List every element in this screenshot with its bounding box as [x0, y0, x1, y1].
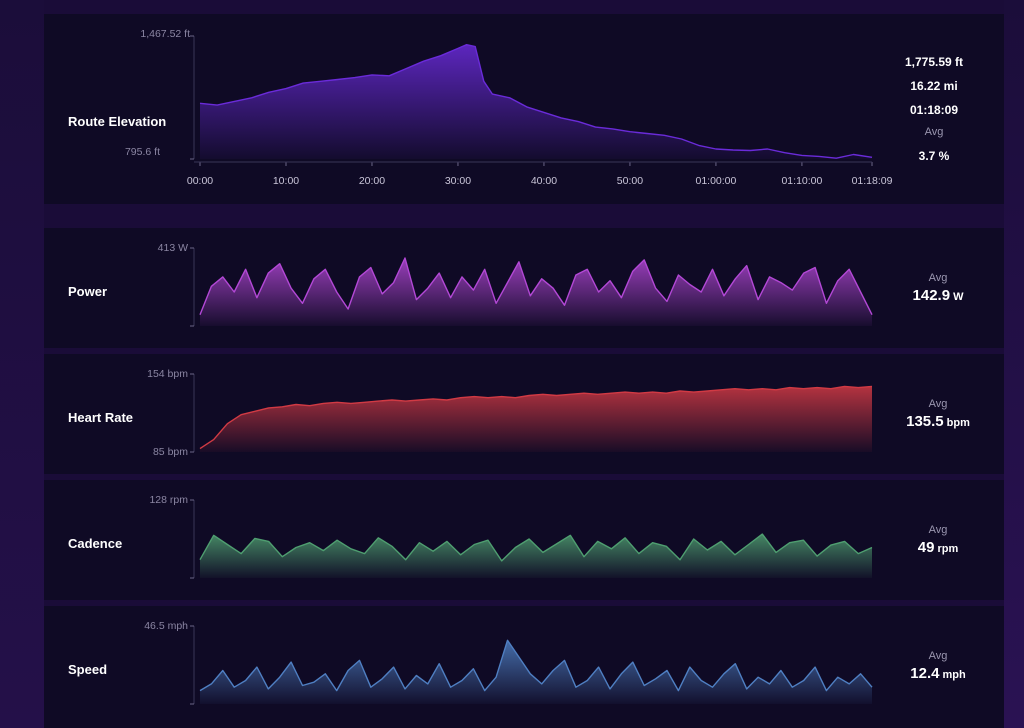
power-avg-label: Avg — [928, 272, 948, 284]
heart-rate-card: Heart Rate 154 bpm 85 bpm Avg 135.5 bpm — [44, 354, 1004, 474]
page-background-right — [1004, 0, 1024, 728]
speed-label: Speed — [68, 662, 108, 677]
elevation-y-min: 795.6 ft — [124, 146, 160, 158]
heart-rate-y-min: 85 bpm — [152, 446, 188, 458]
power-avg-value: 142.9 W — [912, 287, 964, 304]
power-area — [200, 258, 872, 326]
cadence-label: Cadence — [68, 536, 123, 551]
power-chart[interactable] — [190, 228, 894, 348]
elevation-distance: 16.22 mi — [910, 79, 958, 93]
cadence-series-line — [199, 533, 873, 562]
power-y-max: 413 W — [157, 242, 188, 254]
cadence-area — [200, 534, 872, 578]
elevation-x-tick-label: 20:00 — [358, 175, 386, 187]
elevation-x-tick-label: 01:10:00 — [781, 175, 823, 187]
cadence-avg-value: 49 rpm — [917, 539, 959, 556]
elevation-area — [200, 44, 872, 160]
heart-rate-avg-label: Avg — [928, 398, 948, 410]
cadence-y-max: 128 rpm — [149, 494, 188, 506]
power-card: Power 413 W Avg 142.9 W — [44, 228, 1004, 348]
elevation-avg-label: Avg — [924, 126, 944, 138]
elevation-x-tick-label: 01:00:00 — [695, 175, 737, 187]
speed-area — [200, 640, 872, 704]
heart_rate-area — [200, 386, 872, 452]
page-background-left — [0, 0, 44, 728]
elevation-chart[interactable] — [190, 14, 894, 194]
speed-y-max: 46.5 mph — [144, 620, 188, 632]
elevation-x-tick-label: 30:00 — [444, 175, 472, 187]
route-elevation-card: Route Elevation 1,467.52 ft 795.6 ft 00:… — [44, 14, 1004, 204]
elevation-x-tick-label: 40:00 — [530, 175, 558, 187]
heart-rate-chart[interactable] — [190, 354, 894, 474]
speed-card: Speed 46.5 mph Avg 12.4 mph — [44, 606, 1004, 728]
elevation-x-tick-label: 01:18:09 — [851, 175, 893, 187]
elevation-duration: 01:18:09 — [909, 103, 959, 117]
speed-avg-label: Avg — [928, 650, 948, 662]
cadence-avg-label: Avg — [928, 524, 948, 536]
elevation-x-tick-label: 10:00 — [272, 175, 300, 187]
elevation-x-tick-label: 50:00 — [616, 175, 644, 187]
elevation-gain: 1,775.59 ft — [904, 55, 964, 69]
speed-series-line — [199, 639, 873, 692]
elevation-label: Route Elevation — [68, 114, 167, 129]
elevation-x-tick-label: 00:00 — [186, 175, 214, 187]
heart_rate-series-line — [199, 385, 873, 450]
elevation-avg-grade: 3.7 % — [918, 149, 950, 163]
power-series-line — [199, 257, 873, 316]
speed-avg-value: 12.4 mph — [910, 665, 966, 682]
elevation-y-max: 1,467.52 ft — [140, 28, 190, 40]
heart-rate-label: Heart Rate — [68, 410, 134, 425]
speed-chart[interactable] — [190, 606, 894, 726]
elevation-series-line — [199, 44, 873, 159]
cadence-card: Cadence 128 rpm Avg 49 rpm — [44, 480, 1004, 600]
heart-rate-y-max: 154 bpm — [147, 368, 188, 380]
cadence-chart[interactable] — [190, 480, 894, 600]
heart-rate-avg-value: 135.5 bpm — [906, 413, 970, 430]
power-label: Power — [68, 284, 108, 299]
